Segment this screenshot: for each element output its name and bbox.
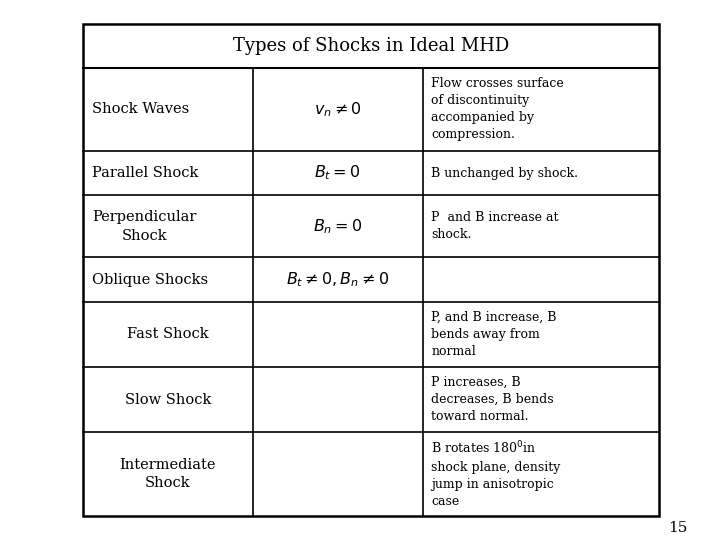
Text: Flow crosses surface
of discontinuity
accompanied by
compression.: Flow crosses surface of discontinuity ac… [431, 77, 564, 141]
Text: 15: 15 [668, 521, 688, 535]
Text: Parallel Shock: Parallel Shock [92, 166, 199, 180]
Text: P  and B increase at
shock.: P and B increase at shock. [431, 211, 559, 241]
Text: $B_t \neq 0, B_n \neq 0$: $B_t \neq 0, B_n \neq 0$ [286, 270, 390, 289]
Text: B rotates 180$^0$in
shock plane, density
jump in anisotropic
case: B rotates 180$^0$in shock plane, density… [431, 440, 561, 508]
Text: Shock Waves: Shock Waves [92, 102, 189, 116]
Text: $B_n = 0$: $B_n = 0$ [313, 217, 362, 235]
Text: Intermediate
Shock: Intermediate Shock [120, 458, 216, 490]
Text: $v_n \neq 0$: $v_n \neq 0$ [314, 100, 361, 119]
Bar [83, 24, 659, 516]
Text: B unchanged by shock.: B unchanged by shock. [431, 166, 578, 180]
Text: $B_t = 0$: $B_t = 0$ [315, 164, 361, 183]
Text: P increases, B
decreases, B bends
toward normal.: P increases, B decreases, B bends toward… [431, 376, 554, 423]
Text: Slow Shock: Slow Shock [125, 393, 211, 407]
Text: P, and B increase, B
bends away from
normal: P, and B increase, B bends away from nor… [431, 310, 557, 358]
Text: Oblique Shocks: Oblique Shocks [92, 273, 208, 287]
Text: Perpendicular
Shock: Perpendicular Shock [92, 210, 197, 242]
Text: Fast Shock: Fast Shock [127, 327, 209, 341]
Text: Types of Shocks in Ideal MHD: Types of Shocks in Ideal MHD [233, 37, 509, 55]
